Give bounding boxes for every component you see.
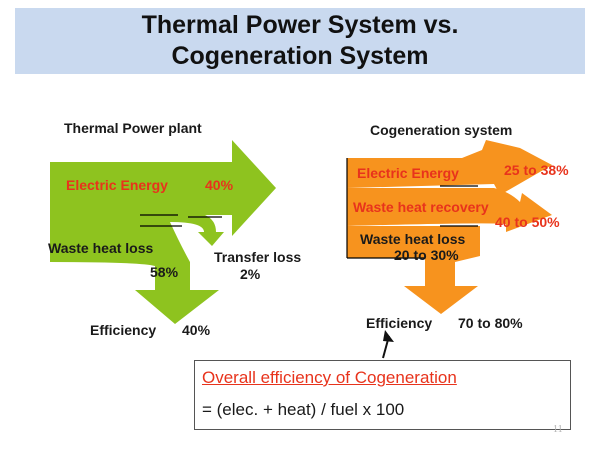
formula-box <box>194 360 571 430</box>
thermal-waste-label: Waste heat loss <box>48 240 154 256</box>
formula-title: Overall efficiency of Cogeneration <box>202 368 457 387</box>
thermal-heading: Thermal Power plant <box>64 120 202 136</box>
cogen-recovery-arrow <box>347 188 552 232</box>
cogen-recovery-value: 40 to 50% <box>495 214 560 230</box>
thermal-efficiency-label: Efficiency <box>90 322 157 338</box>
thermal-waste-heat-arrow <box>50 215 219 324</box>
thermal-transfer-label: Transfer loss <box>214 249 302 265</box>
thermal-efficiency-value: 40% <box>182 322 211 338</box>
thermal-transfer-value: 2% <box>240 266 261 282</box>
page-number: 11 <box>553 424 563 435</box>
thermal-electric-value: 40% <box>205 177 234 193</box>
cogen-recovery-label: Waste heat recovery <box>353 199 489 215</box>
cogen-waste-heat-arrow <box>347 226 480 314</box>
cogen-efficiency-label: Efficiency <box>366 315 433 331</box>
cogen-electric-arrow <box>347 140 552 195</box>
thermal-electric-label: Electric Energy <box>66 177 168 193</box>
thermal-flow <box>50 140 276 324</box>
thermal-electric-arrow <box>50 140 276 236</box>
title-band <box>15 8 585 74</box>
slide-title: Thermal Power System vs. Cogeneration Sy… <box>15 10 585 72</box>
cogen-heading: Cogeneration system <box>370 122 513 138</box>
cogen-efficiency-value: 70 to 80% <box>458 315 523 331</box>
cogen-waste-label: Waste heat loss <box>360 231 466 247</box>
title-line-2: Cogeneration System <box>171 42 429 70</box>
cogen-electric-value: 25 to 38% <box>504 162 569 178</box>
cogen-flow <box>346 140 552 314</box>
title-line-1: Thermal Power System vs. <box>141 11 459 39</box>
pointer-arrow <box>382 330 394 359</box>
thermal-waste-value: 58% <box>150 264 179 280</box>
thermal-transfer-loss-arrow <box>170 215 224 246</box>
cogen-waste-value: 20 to 30% <box>394 247 459 263</box>
cogen-electric-label: Electric Energy <box>357 165 459 181</box>
formula-body: = (elec. + heat) / fuel x 100 <box>202 400 405 419</box>
